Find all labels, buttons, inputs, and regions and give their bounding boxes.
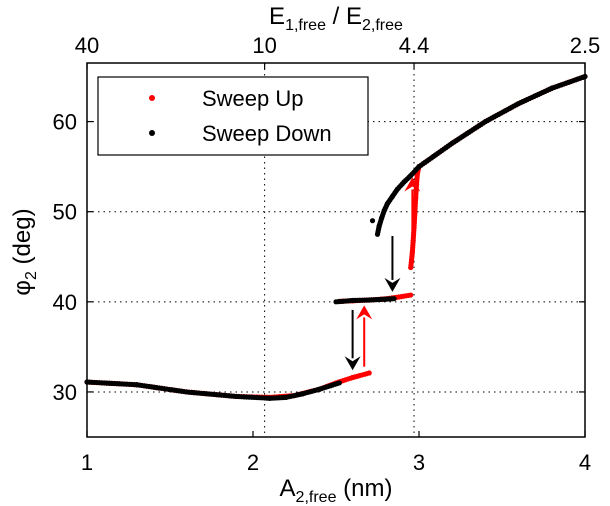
arrow-down: [384, 236, 401, 292]
legend-marker-sweep-up: [149, 95, 155, 101]
plot-frame: [86, 62, 586, 438]
top-tick-label: 40: [75, 33, 99, 58]
top-axis-title: E1,free / E2,free: [269, 3, 403, 34]
arrow-head: [344, 356, 361, 371]
series-sweep-down: [84, 73, 588, 401]
arrow-head: [356, 305, 373, 320]
series-sweep-down-point: [336, 380, 342, 386]
y-tick-label: 60: [53, 110, 77, 135]
legend: Sweep Up Sweep Down: [97, 76, 369, 156]
top-tick-label: 2.5: [570, 33, 601, 58]
y-axis-title: φ2 (deg): [9, 208, 40, 295]
x-axis-title: A2,free (nm): [280, 475, 393, 506]
isolated-point: [369, 218, 376, 224]
x-tick-label: 3: [413, 450, 425, 475]
legend-label-sweep-up: Sweep Up: [202, 86, 304, 111]
x-tick-label: 1: [81, 450, 93, 475]
series-sweep-up-point: [408, 292, 414, 298]
tick-labels: 40 10 4.4 2.5 30 40 50 60 1 2 3 4: [53, 33, 601, 475]
tick-marks: [86, 63, 586, 437]
arrow-up: [356, 305, 373, 367]
arrow-up: [404, 177, 421, 259]
x-tick-label: 2: [247, 450, 259, 475]
y-tick-label: 30: [53, 380, 77, 405]
legend-marker-sweep-down: [149, 130, 155, 136]
top-tick-label: 4.4: [399, 33, 430, 58]
arrow-head: [404, 177, 421, 192]
y-tick-label: 50: [53, 200, 77, 225]
legend-label-sweep-down: Sweep Down: [202, 121, 332, 146]
top-tick-label: 10: [252, 33, 276, 58]
series-sweep-down-point: [391, 296, 397, 302]
y-tick-label: 40: [53, 290, 77, 315]
annotation-arrows: [344, 177, 421, 371]
legend-box: [97, 76, 369, 156]
x-tick-label: 4: [579, 450, 591, 475]
series-sweep-up-point: [366, 370, 372, 376]
arrow-head: [384, 277, 401, 292]
arrow-down: [344, 309, 361, 371]
